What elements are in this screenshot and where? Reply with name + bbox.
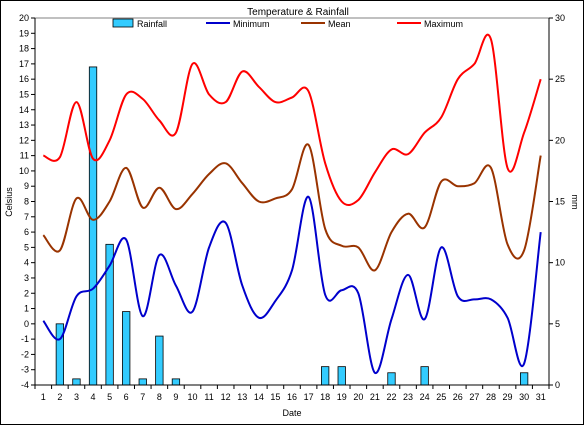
y-left-tick-label: 3 — [24, 273, 29, 283]
x-tick-label: 16 — [287, 392, 297, 402]
chart-title: Temperature & Rainfall — [247, 7, 349, 18]
y-right-tick-label: 30 — [555, 13, 565, 23]
y-left-tick-label: 9 — [24, 181, 29, 191]
axes: -4-3-2-101234567891011121314151617181920… — [19, 13, 565, 402]
x-tick-label: 11 — [204, 392, 213, 402]
y-axis-right-title: mm — [570, 195, 580, 210]
y-left-tick-label: 18 — [19, 44, 29, 54]
x-tick-label: 12 — [221, 392, 231, 402]
x-tick-label: 25 — [436, 392, 446, 402]
legend: Rainfall Minimum Mean Maximum — [112, 18, 463, 29]
legend-label-mean: Mean — [328, 19, 351, 29]
y-left-tick-label: 6 — [24, 227, 29, 237]
y-left-tick-label: 0 — [24, 319, 29, 329]
x-tick-label: 2 — [57, 392, 62, 402]
series-line-minimum — [42, 195, 542, 374]
x-tick-label: 31 — [536, 392, 546, 402]
x-tick-label: 6 — [124, 392, 129, 402]
y-left-tick-label: -2 — [21, 349, 29, 359]
x-tick-label: 13 — [237, 392, 247, 402]
legend-swatch-rainfall — [112, 18, 134, 28]
legend-label-rainfall: Rainfall — [137, 19, 167, 29]
x-tick-label: 29 — [503, 392, 513, 402]
x-tick-label: 5 — [107, 392, 112, 402]
x-tick-label: 24 — [420, 392, 430, 402]
x-tick-label: 19 — [337, 392, 347, 402]
y-left-tick-label: 20 — [19, 13, 29, 23]
y-left-tick-label: 17 — [19, 59, 29, 69]
rainfall-bar — [88, 66, 98, 386]
rainfall-bar — [72, 378, 81, 386]
x-tick-label: 4 — [91, 392, 96, 402]
x-tick-label: 8 — [157, 392, 162, 402]
x-tick-label: 7 — [140, 392, 145, 402]
y-left-tick-label: 19 — [19, 28, 29, 38]
y-left-tick-label: -3 — [21, 365, 29, 375]
y-left-tick-label: 14 — [19, 105, 29, 115]
y-right-tick-label: 15 — [555, 197, 565, 207]
rainfall-bar — [321, 366, 330, 386]
x-tick-label: 26 — [453, 392, 463, 402]
y-left-tick-label: 2 — [24, 288, 29, 298]
y-left-tick-label: 5 — [24, 242, 29, 252]
y-left-tick-label: 1 — [24, 304, 29, 314]
rainfall-bar — [387, 372, 396, 386]
x-tick-label: 14 — [254, 392, 264, 402]
x-tick-label: 23 — [403, 392, 413, 402]
rainfall-bar — [420, 366, 429, 386]
x-tick-label: 30 — [519, 392, 529, 402]
y-left-tick-label: 4 — [24, 258, 29, 268]
x-axis-title: Date — [282, 408, 301, 418]
rainfall-bar — [519, 372, 529, 386]
y-right-tick-label: 10 — [555, 258, 565, 268]
legend-label-minimum: Minimum — [233, 19, 270, 29]
y-left-tick-label: -4 — [21, 380, 29, 390]
y-right-tick-label: 25 — [555, 74, 565, 84]
y-axis-left-title: Celsius — [4, 187, 14, 217]
y-left-tick-label: 10 — [19, 166, 29, 176]
x-tick-label: 1 — [41, 392, 46, 402]
y-left-tick-label: 16 — [19, 74, 29, 84]
y-left-tick-label: 13 — [19, 120, 29, 130]
x-tick-label: 20 — [353, 392, 363, 402]
x-tick-label: 3 — [74, 392, 79, 402]
legend-label-maximum: Maximum — [424, 19, 463, 29]
rainfall-bar — [337, 366, 346, 386]
x-tick-label: 21 — [370, 392, 380, 402]
x-tick-label: 10 — [188, 392, 198, 402]
rainfall-bar — [122, 311, 131, 386]
y-right-tick-label: 5 — [555, 319, 560, 329]
rainfall-bar — [155, 335, 164, 386]
x-tick-label: 27 — [469, 392, 479, 402]
rainfall-bar — [138, 378, 147, 386]
y-right-tick-label: 0 — [555, 380, 560, 390]
y-left-tick-label: 7 — [24, 212, 29, 222]
temperature-lines — [42, 33, 542, 374]
y-left-tick-label: 8 — [24, 197, 29, 207]
x-tick-label: 18 — [320, 392, 330, 402]
series-line-mean — [42, 143, 542, 272]
rainfall-bar — [171, 378, 181, 386]
y-left-tick-label: -1 — [21, 334, 29, 344]
x-tick-label: 17 — [304, 392, 314, 402]
series-line-maximum — [42, 33, 542, 206]
x-tick-label: 28 — [486, 392, 496, 402]
y-right-tick-label: 20 — [555, 135, 565, 145]
x-tick-label: 9 — [173, 392, 178, 402]
y-left-tick-label: 15 — [19, 89, 29, 99]
y-left-tick-label: 12 — [19, 135, 29, 145]
x-tick-label: 22 — [386, 392, 396, 402]
x-tick-label: 15 — [270, 392, 280, 402]
y-left-tick-label: 11 — [20, 151, 29, 161]
